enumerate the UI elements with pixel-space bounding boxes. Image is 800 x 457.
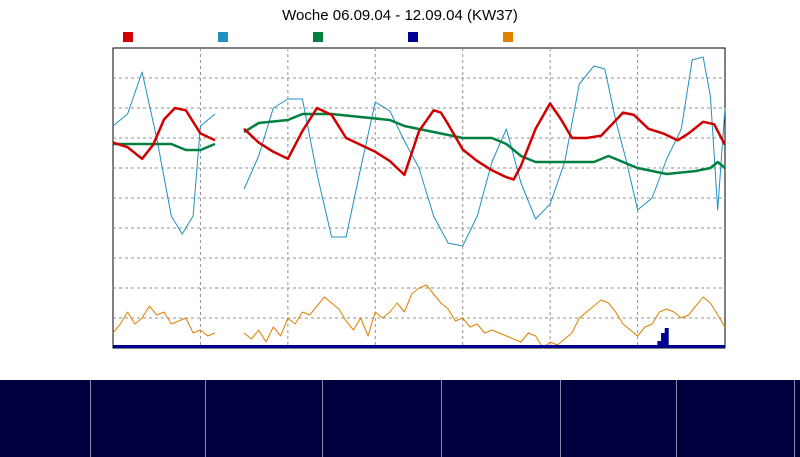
series-luftdruck-line [243,112,726,176]
stats-edge [794,380,800,457]
stats-section-sensor [0,380,90,457]
stats-section-luftfeuchte [205,380,322,457]
series-luftdruck-line [113,142,216,152]
stats-section-richtung [560,380,676,457]
stats-section-wind [441,380,560,457]
series-temperatur-line [243,102,727,181]
series-wind-line [112,305,216,337]
series-luftfeuchte-line [243,56,726,247]
series-wind-line [243,284,726,349]
weather-chart: Woche 06.09.04 - 12.09.04 (KW37) [0,0,800,380]
plot-area [112,56,727,349]
series-luftfeuchte-line [112,71,216,235]
legend-swatch-luftfeuchte [218,32,228,42]
niederschlag-bar [664,328,669,348]
legend-swatch-luftdruck [313,32,323,42]
niederschlag-bar [661,333,666,348]
legend-swatch-temperatur [123,32,133,42]
chart-background [0,0,800,380]
legend-swatch-niederschlag [408,32,418,42]
gridlines [112,47,726,349]
niederschlag-bar [657,341,662,348]
statistics-table [0,380,800,457]
chart-title: Woche 06.09.04 - 12.09.04 (KW37) [282,7,518,24]
series-temperatur-line [112,106,216,161]
stats-section-luftdruck [322,380,441,457]
stats-section-temperatur [90,380,205,457]
stats-section-niederschlag [676,380,794,457]
legend [123,32,513,42]
legend-swatch-wind [503,32,513,42]
